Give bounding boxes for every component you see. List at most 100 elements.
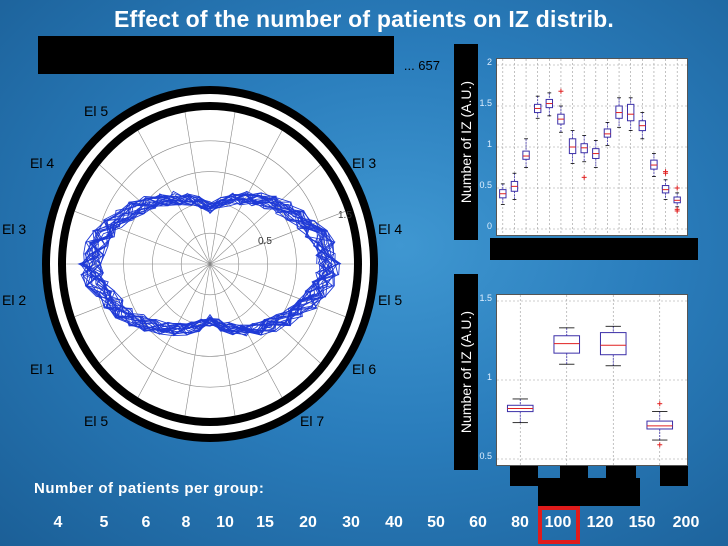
boxplot1-box-6 [568, 130, 577, 164]
boxplot2-box-3-outlier-1 [657, 442, 663, 448]
page-title: Effect of the number of patients on IZ d… [113, 6, 615, 32]
electrode-label-left-top: El 5 [84, 103, 108, 119]
redaction-bar-boxplot2-xaxis-4 [660, 466, 688, 486]
group-size-100: 100 [544, 514, 572, 531]
boxplot2-box-1 [553, 327, 581, 365]
polar-grid-spoke-260 [184, 112, 211, 265]
boxplot1-box-5 [557, 88, 565, 133]
boxplot2-box-3 [646, 401, 674, 448]
polar-grid-spoke-140 [99, 263, 211, 364]
polar-ring-label-1: 0.5 [258, 236, 272, 247]
polar-grid-spoke-320 [209, 164, 321, 265]
polar-trace-18 [88, 192, 340, 335]
electrode-label-left-1: El 1 [30, 361, 54, 377]
boxplot2-chart [497, 295, 687, 465]
group-size-6: 6 [141, 514, 151, 531]
boxplot1-box-14-outlier-1 [663, 170, 669, 176]
polar-trace-21 [82, 190, 341, 335]
polar-caption: ... 657 [403, 58, 440, 73]
boxplot2-ytick-1: 1 [486, 372, 492, 382]
electrode-label-right-7: El 7 [300, 413, 324, 429]
group-size-40: 40 [385, 514, 403, 531]
polar-grid-spoke-280 [209, 112, 236, 265]
boxplot1-box-11-iqr [626, 103, 635, 122]
boxplot2-box-3-iqr [646, 420, 674, 430]
group-size-20: 20 [299, 514, 317, 531]
polar-trace-16 [80, 193, 338, 337]
polar-grid-spoke-200 [74, 211, 211, 265]
boxplot1-panel [496, 58, 688, 236]
electrode-label-right-5: El 5 [378, 292, 402, 308]
electrode-label-left-4: El 4 [30, 155, 54, 171]
electrode-label-left-3: El 3 [2, 221, 26, 237]
boxplot1-ytick-0: 0 [486, 221, 492, 231]
polar-grid-spoke-160 [74, 263, 211, 317]
boxplot1-box-4 [545, 92, 554, 117]
polar-series [77, 190, 342, 337]
boxplot1-box-8 [592, 140, 600, 168]
boxplot2-panel [496, 294, 688, 466]
group-size-60: 60 [469, 514, 487, 531]
selected-group-highlight [538, 506, 580, 544]
boxplot1-box-7 [580, 135, 588, 180]
boxplot1-box-0 [499, 183, 507, 205]
redaction-bar-boxplot2-xaxis-1 [510, 466, 538, 486]
boxplot2-box-2 [599, 325, 627, 367]
group-size-150: 150 [628, 514, 656, 531]
group-size-120: 120 [586, 514, 614, 531]
polar-grid-spoke-100 [184, 263, 211, 416]
group-size-15: 15 [256, 514, 274, 531]
electrode-label-right-6: El 6 [352, 361, 376, 377]
boxplot1-ylabel-box: Number of IZ (A.U.) [454, 44, 478, 240]
boxplot1-box-11 [626, 97, 635, 131]
polar-trace-20 [85, 193, 332, 337]
polar-grid-spoke-220 [99, 164, 211, 265]
polar-grid-spoke-20 [209, 263, 346, 317]
group-size-8: 8 [181, 514, 191, 531]
polar-ring-label-2: 1.5 [338, 210, 352, 221]
group-size-80: 80 [511, 514, 529, 531]
polar-grid-spoke-40 [209, 263, 321, 364]
polar-grid-spoke-80 [209, 263, 236, 416]
group-size-30: 30 [342, 514, 360, 531]
boxplot1-box-14 [661, 169, 670, 200]
polar-grid-spoke-340 [209, 211, 346, 265]
electrode-label-left-bottom: El 5 [84, 413, 108, 429]
patients-per-group-label: Number of patients per group: [34, 480, 265, 497]
boxplot1-box-7-outlier-0 [581, 174, 587, 180]
boxplot2-box-0 [506, 398, 534, 424]
electrode-label-right-4: El 4 [378, 221, 402, 237]
boxplot1-box-9 [603, 122, 612, 146]
boxplot1-box-1 [510, 172, 519, 200]
boxplot1-box-3 [533, 95, 542, 119]
group-size-10: 10 [216, 514, 234, 531]
group-sizes-row: 4 5 6 8 10 15 20 30 40 50 60 80 100 120 150 200 [0, 514, 728, 542]
boxplot1-ytick-2: 1 [486, 139, 492, 149]
boxplot1-box-5-outlier-0 [558, 88, 564, 94]
boxplot1-box-15 [673, 185, 681, 214]
polar-grid [66, 112, 354, 416]
boxplot2-ylabel-box: Number of IZ (A.U.) [454, 274, 478, 470]
group-size-4: 4 [53, 514, 63, 531]
boxplot1-box-2 [522, 138, 530, 168]
group-size-200: 200 [672, 514, 700, 531]
boxplot2-box-1-iqr [553, 335, 581, 354]
boxplot1-box-12 [638, 112, 647, 140]
boxplot2-box-2-iqr [599, 332, 627, 356]
boxplot1-ytick-3: 1.5 [479, 98, 492, 108]
boxplot1-box-15-outlier-1 [674, 185, 680, 191]
boxplot1-box-9-iqr [603, 128, 612, 138]
group-size-50: 50 [427, 514, 445, 531]
group-size-5: 5 [99, 514, 109, 531]
boxplot1-ytick-4: 2 [486, 57, 492, 67]
boxplot1-box-15-outlier-2 [674, 208, 680, 214]
electrode-label-right-3: El 3 [352, 155, 376, 171]
polar-grid-spoke-120 [137, 263, 211, 398]
redaction-bar-boxplot2-xaxis-5 [538, 478, 640, 506]
boxplot1-box-10 [615, 97, 623, 128]
boxplot1-box-13 [650, 153, 658, 177]
boxplot1-box-2-iqr [522, 150, 530, 160]
redaction-bar-top [38, 36, 394, 74]
boxplot2-ytick-0: 0.5 [479, 451, 492, 461]
